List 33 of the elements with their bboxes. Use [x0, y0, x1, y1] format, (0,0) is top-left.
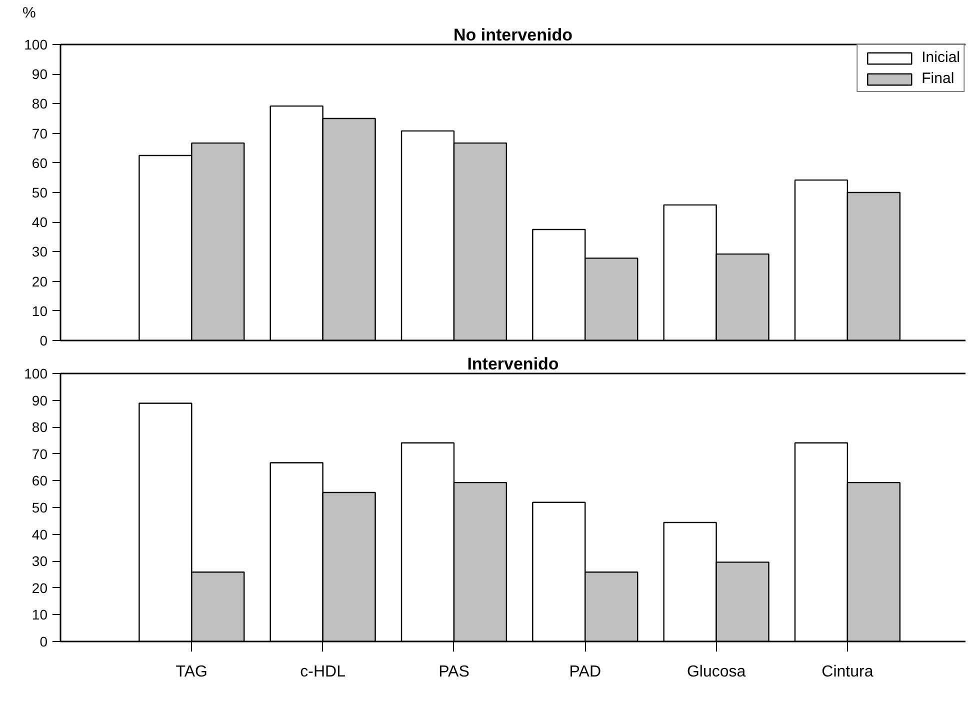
- x-tick-label: Glucosa: [686, 664, 746, 680]
- x-tick-label: Cintura: [822, 664, 874, 680]
- y-tick-label: 80: [32, 419, 48, 436]
- chart-title: No intervenido: [453, 26, 573, 44]
- x-tick-label: PAD: [569, 664, 601, 680]
- y-tick-label: 10: [32, 606, 48, 623]
- y-tick-label: 60: [32, 154, 48, 171]
- y-tick-label: 70: [32, 446, 48, 462]
- y-tick-label: 10: [32, 302, 48, 319]
- y-axis-title: %: [22, 4, 36, 22]
- y-tick-label: 0: [40, 634, 48, 650]
- y-tick-label: 20: [32, 580, 48, 596]
- chart-title: Intervenido: [467, 354, 559, 374]
- y-tick-label: 0: [40, 332, 48, 348]
- y-tick-label: 50: [32, 184, 48, 200]
- y-tick-label: 30: [32, 244, 48, 260]
- y-tick-label: 100: [24, 366, 48, 382]
- y-tick-label: 60: [32, 472, 48, 489]
- y-tick-label: 30: [32, 553, 48, 570]
- legend-label: Inicial: [922, 49, 960, 66]
- x-tick-label: c-HDL: [300, 664, 346, 680]
- y-tick-label: 90: [32, 392, 48, 408]
- y-tick-label: 80: [32, 96, 48, 112]
- x-tick-label: TAG: [176, 664, 208, 680]
- y-tick-label: 20: [32, 273, 48, 290]
- y-tick-label: 70: [32, 125, 48, 142]
- y-tick-label: 50: [32, 500, 48, 516]
- y-tick-label: 100: [24, 36, 48, 52]
- y-tick-label: 40: [32, 526, 48, 542]
- x-tick-label: PAS: [438, 664, 470, 680]
- y-tick-label: 90: [32, 66, 48, 82]
- legend-label: Final: [922, 70, 954, 87]
- y-tick-label: 40: [32, 214, 48, 230]
